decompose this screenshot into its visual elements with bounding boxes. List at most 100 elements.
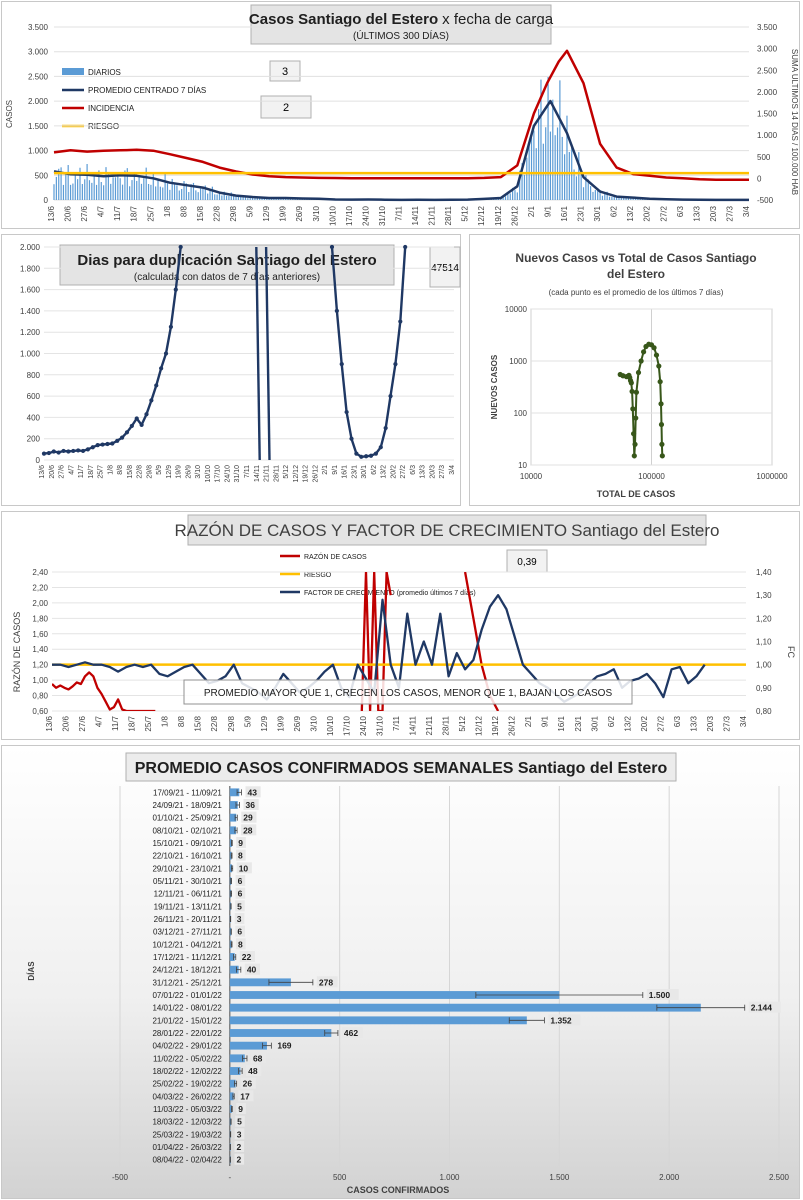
x-tick-label: 1/8 [107, 465, 114, 475]
daily-bar [556, 127, 559, 200]
daily-bar [564, 154, 566, 200]
x-tick-label: 15/8 [127, 465, 134, 479]
x-tick-label: 1000000 [756, 472, 788, 481]
x-tick-label: 29/8 [146, 465, 153, 479]
data-label-bg [748, 1001, 781, 1013]
x-tick-label: 8/8 [177, 715, 186, 727]
x-tick-label: 19/9 [279, 205, 288, 221]
x-tick-label: 23/1 [577, 205, 586, 221]
data-label-bg [236, 837, 246, 848]
x-tick-label: 30/1 [361, 465, 368, 479]
x-tick-label: 20/2 [643, 205, 652, 221]
x-tick-label: 21/11 [264, 465, 271, 482]
daily-bar [65, 172, 67, 200]
data-point [368, 453, 374, 458]
data-label: 22 [242, 952, 252, 962]
x-tick-label: 18/7 [128, 715, 137, 731]
daily-bar [552, 99, 554, 200]
data-label-bg [234, 913, 245, 924]
daily-bar [230, 192, 232, 200]
data-point [339, 362, 344, 367]
data-label: 68 [253, 1053, 263, 1063]
data-point [631, 453, 637, 459]
daily-bar [240, 196, 242, 200]
x-tick-label: 29/8 [227, 715, 236, 731]
legend-label: DIARIOS [88, 68, 121, 77]
data-label: 6 [237, 927, 242, 937]
daily-bar [218, 192, 221, 200]
line-incidence [53, 49, 749, 181]
chart-panel-ratio-growth: RAZÓN DE CASOS Y FACTOR DE CRECIMIENTO Sa… [1, 511, 800, 740]
data-label-bg [236, 849, 246, 861]
data-point [641, 349, 647, 355]
y-tick-label-right: 500 [757, 153, 771, 162]
x-tick-label: 6/2 [607, 715, 616, 727]
y-tick-label: 1,80 [32, 614, 48, 623]
daily-bar [256, 197, 258, 200]
data-point [344, 409, 349, 415]
y-tick-label: 3.500 [28, 23, 49, 32]
data-point [61, 448, 66, 454]
x-tick-label: 26/12 [312, 465, 319, 483]
line-case-ratio [360, 572, 392, 711]
data-label: 29 [243, 813, 253, 823]
x-tick-label: 11/7 [113, 205, 122, 221]
data-label: 5 [237, 901, 242, 911]
x-tick-label: 500 [333, 1173, 347, 1182]
daily-bar [523, 174, 526, 200]
data-label: 2.144 [751, 1003, 773, 1013]
daily-bar [611, 196, 613, 200]
category-label: 22/10/21 - 16/10/21 [152, 852, 222, 861]
chart-panel-doubling-days: Dias para duplicación Santiago del Ester… [1, 234, 461, 506]
x-tick-label: 15/8 [196, 205, 205, 221]
bar [229, 940, 232, 949]
x-tick-label: 10000 [520, 472, 543, 481]
x-tick-label: 26/9 [293, 715, 302, 731]
daily-bar [204, 185, 206, 200]
data-label-bg [236, 938, 246, 950]
x-tick-label: 13/6 [45, 715, 54, 731]
x-tick-label: 12/12 [293, 465, 300, 483]
bar [229, 1041, 267, 1050]
x-tick-label: 9/1 [543, 205, 552, 217]
x-tick-label: 20/2 [390, 465, 397, 479]
daily-bar [275, 198, 277, 200]
data-label-bg [234, 1153, 245, 1165]
y-tick-label: 100 [514, 409, 528, 418]
daily-bar [521, 163, 523, 200]
data-label-bg [234, 1128, 245, 1140]
daily-bar [575, 176, 578, 200]
data-point [105, 441, 110, 447]
data-point [90, 445, 95, 450]
x-tick-label: 27/2 [400, 465, 407, 479]
x-tick-label: 12/9 [166, 465, 173, 479]
bar [229, 801, 238, 809]
category-label: 08/10/21 - 02/10/21 [152, 826, 222, 835]
data-point [139, 422, 144, 427]
data-point [628, 380, 634, 386]
x-tick-label: 20/6 [62, 715, 71, 731]
daily-bar [587, 179, 589, 200]
data-point [115, 438, 120, 443]
y-tick-label-right: 1,20 [756, 614, 772, 623]
y-tick-label: 2.500 [28, 72, 49, 81]
x-tick-label: 5/9 [243, 715, 252, 727]
category-label: 24/09/21 - 18/09/21 [152, 801, 222, 810]
x-tick-label: 9/1 [332, 465, 339, 475]
daily-bar [547, 77, 549, 200]
x-tick-label: 25/7 [144, 715, 153, 731]
daily-bar [223, 191, 225, 200]
daily-bar [592, 191, 594, 200]
daily-bar [58, 168, 60, 200]
x-tick-label: 21/11 [428, 205, 437, 225]
daily-bar [623, 197, 625, 200]
data-label-bg [235, 900, 245, 912]
daily-bar [254, 198, 256, 200]
data-label: 1.352 [550, 1015, 572, 1025]
x-tick-label: 14/11 [254, 465, 261, 482]
daily-bar [84, 179, 86, 200]
daily-bar [53, 184, 55, 200]
daily-bar [188, 192, 190, 200]
y-tick-label: 200 [27, 435, 41, 444]
